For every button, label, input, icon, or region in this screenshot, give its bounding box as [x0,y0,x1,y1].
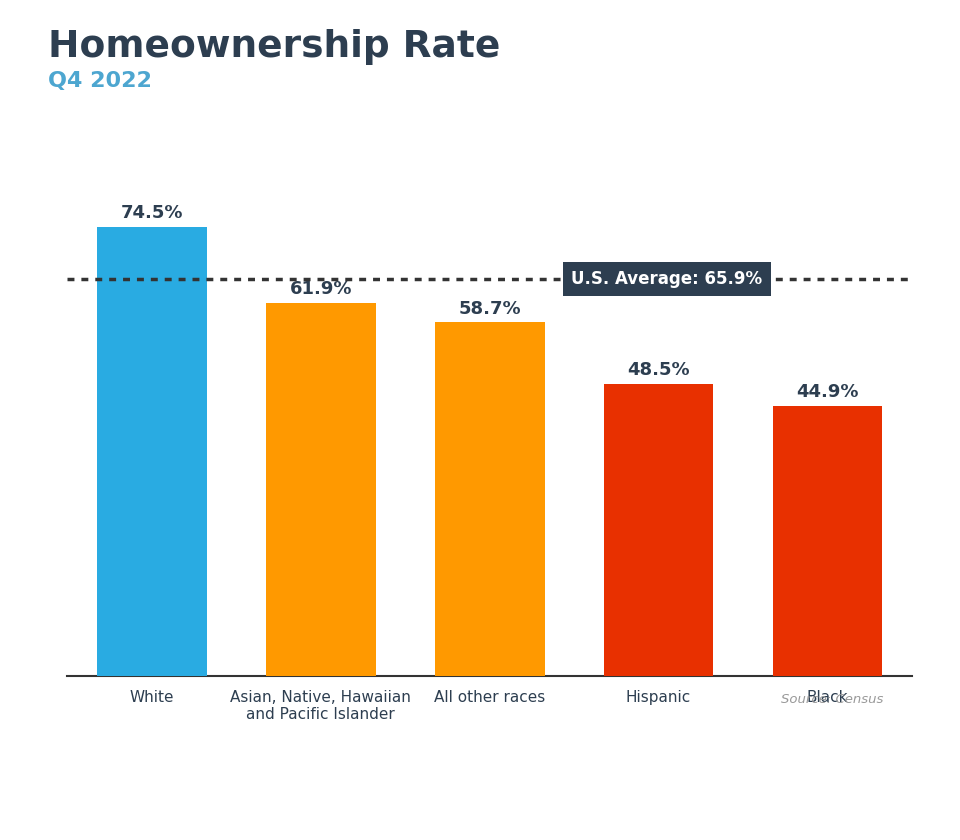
Text: 44.9%: 44.9% [796,383,859,401]
Bar [97,227,206,676]
Text: 58.7%: 58.7% [458,300,521,318]
Bar [435,323,544,676]
Text: U.S. Average: 65.9%: U.S. Average: 65.9% [571,270,762,288]
Text: Homeownership Rate: Homeownership Rate [48,29,500,66]
Bar [773,406,882,676]
Text: 48.5%: 48.5% [627,361,690,379]
Text: Source: Census: Source: Census [780,693,883,706]
Text: 61.9%: 61.9% [289,281,352,298]
Text: Q4 2022: Q4 2022 [48,71,152,92]
Text: www.m2realty.com: www.m2realty.com [509,799,719,818]
Bar [604,384,713,676]
Text: (919) 500-7881: (919) 500-7881 [509,765,677,785]
Bar [266,303,375,676]
Text: Melonie Mickle: Melonie Mickle [226,765,390,785]
Text: m² realty: m² realty [226,799,326,818]
Text: 74.5%: 74.5% [120,204,183,223]
